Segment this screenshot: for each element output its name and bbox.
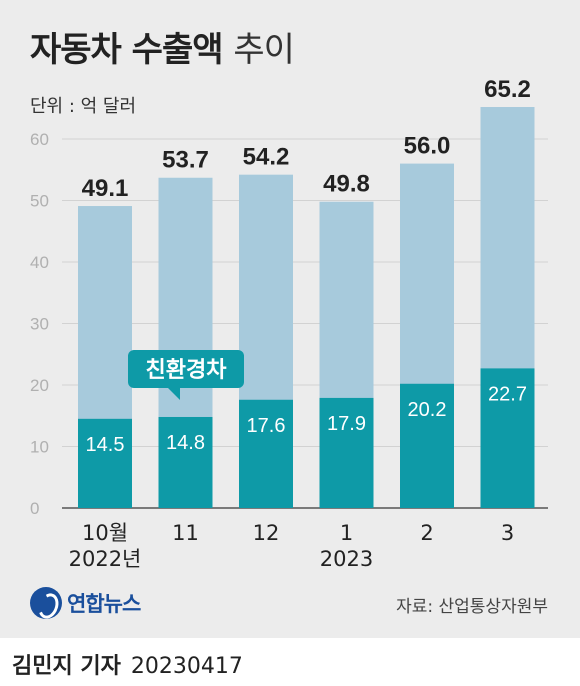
- data-label-eco: 17.9: [327, 413, 366, 435]
- bar-eco: [239, 399, 293, 508]
- y-tick-label: 40: [30, 253, 49, 272]
- x-tick-label: 3: [501, 521, 514, 545]
- data-label-eco: 14.5: [86, 434, 125, 456]
- bar-eco: [319, 397, 374, 508]
- data-label-eco: 17.6: [247, 415, 286, 437]
- infographic-card: 자동차 수출액 추이 단위 : 억 달러 0 10 20 30 40 50 60 49.1 14…: [0, 0, 580, 638]
- y-tick-label: 10: [30, 438, 49, 457]
- x-tick-label: 12: [253, 521, 280, 545]
- source-label: 자료: 산업통상자원부: [396, 597, 548, 617]
- data-label-total: 49.1: [82, 175, 129, 202]
- bar-eco: [400, 383, 454, 508]
- x-tick-label: 1: [340, 521, 353, 545]
- bar-eco: [158, 416, 213, 508]
- unit-label: 단위 : 억 달러: [30, 96, 137, 117]
- data-label-eco: 14.8: [166, 432, 205, 454]
- x-tick-label: 11: [172, 521, 199, 545]
- y-tick-label: 20: [30, 376, 49, 395]
- data-label-total: 56.0: [404, 133, 451, 160]
- logo-text: 연합뉴스: [67, 592, 141, 616]
- bar-eco: [78, 418, 132, 508]
- bar-eco: [480, 368, 535, 508]
- yonhap-logo-icon: [30, 587, 62, 619]
- y-tick-label: 30: [30, 315, 49, 334]
- x-tick-label: 2: [420, 521, 433, 545]
- data-label-total: 49.8: [323, 171, 370, 198]
- callout-pointer: [168, 388, 180, 400]
- year-label: 2022년: [69, 547, 142, 571]
- x-tick-label: 10월: [82, 521, 128, 545]
- data-label-eco: 22.7: [488, 383, 527, 405]
- data-label-total: 53.7: [162, 147, 209, 174]
- y-tick-label: 60: [30, 130, 49, 149]
- y-tick-label: 0: [30, 499, 39, 518]
- chart-title: 자동차 수출액 추이: [30, 22, 295, 71]
- data-label-total: 54.2: [243, 144, 290, 171]
- data-label-total: 65.2: [484, 76, 531, 103]
- reporter-name: 김민지 기자: [12, 654, 121, 679]
- title-main: 자동차 수출액: [30, 30, 224, 70]
- yonhap-logo: 연합뉴스: [30, 585, 141, 621]
- year-label: 2023: [320, 547, 373, 571]
- byline: 김민지 기자 20230417: [12, 648, 243, 680]
- data-label-eco: 20.2: [408, 399, 447, 421]
- callout-label: 친환경차: [146, 358, 228, 383]
- title-suffix: 추이: [233, 30, 295, 70]
- y-tick-label: 50: [30, 192, 49, 211]
- date-code: 20230417: [130, 654, 243, 679]
- callout-bubble: [128, 350, 244, 388]
